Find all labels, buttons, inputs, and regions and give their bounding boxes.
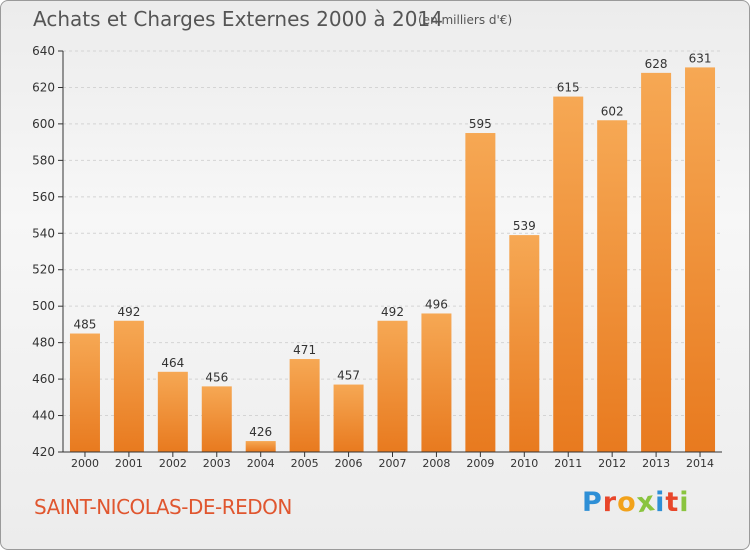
bar[interactable] — [113, 320, 144, 452]
x-tick-label: 2007 — [379, 457, 407, 470]
bar-layer: 485 492 464 456 426 471 457 492 496 595 539 615 602 6… — [69, 51, 716, 453]
y-tick-label: 500 — [32, 299, 55, 313]
bar-value-label: 464 — [161, 356, 184, 370]
y-tick-label: 580 — [32, 153, 55, 167]
bar[interactable] — [685, 67, 716, 453]
bar[interactable] — [465, 133, 496, 453]
y-tick-label: 560 — [32, 190, 55, 204]
x-tick-label: 2012 — [598, 457, 626, 470]
x-tick-label: 2008 — [422, 457, 450, 470]
x-tick-label: 2010 — [510, 457, 538, 470]
town-name: SAINT-NICOLAS-DE-REDON — [34, 495, 292, 519]
x-tick-label: 2003 — [203, 457, 231, 470]
y-tick-label: 540 — [32, 226, 55, 240]
logo-letter: t — [665, 487, 680, 518]
bar[interactable] — [201, 386, 232, 452]
bar[interactable] — [553, 96, 584, 453]
bar-value-label: 631 — [689, 51, 712, 65]
bar[interactable] — [157, 371, 188, 452]
bar-value-label: 602 — [601, 104, 624, 118]
x-tick-label: 2001 — [115, 457, 143, 470]
bar-value-label: 492 — [381, 305, 404, 319]
bar[interactable] — [289, 359, 320, 452]
bar-value-label: 485 — [74, 318, 97, 332]
logo-letter: o — [617, 487, 637, 518]
x-tick-label: 2009 — [466, 457, 494, 470]
y-tick-label: 440 — [32, 409, 55, 423]
unit-note: (en milliers d'€) — [418, 13, 513, 27]
logo-letter: x — [634, 485, 658, 520]
x-tick-label: 2004 — [247, 457, 275, 470]
axis-layer: 420 440 460 480 500 520 540 560 580 600 620 640 2000… — [32, 44, 722, 470]
y-tick-label: 620 — [32, 80, 55, 94]
bar-value-label: 628 — [645, 57, 668, 71]
bar[interactable] — [333, 384, 364, 452]
y-tick-label: 480 — [32, 336, 55, 350]
y-tick-label: 420 — [32, 445, 55, 459]
x-tick-label: 2005 — [291, 457, 319, 470]
bar-value-label: 615 — [557, 81, 580, 95]
x-tick-label: 2006 — [335, 457, 363, 470]
bar[interactable] — [69, 333, 100, 452]
bar-value-label: 426 — [249, 425, 272, 439]
chart-title: Achats et Charges Externes 2000 à 2014 — [33, 7, 443, 31]
bar-value-label: 457 — [337, 369, 360, 383]
bar-value-label: 595 — [469, 117, 492, 131]
logo-letter: r — [602, 487, 618, 518]
bar[interactable] — [245, 441, 276, 452]
bar-value-label: 496 — [425, 297, 448, 311]
bar[interactable] — [509, 235, 540, 452]
bar-value-label: 456 — [205, 370, 228, 384]
bar-value-label: 539 — [513, 219, 536, 233]
x-tick-label: 2002 — [159, 457, 187, 470]
bar-value-label: 492 — [117, 305, 140, 319]
x-tick-label: 2014 — [686, 457, 714, 470]
logo-letter: P — [582, 487, 603, 518]
y-tick-label: 640 — [32, 44, 55, 58]
bar[interactable] — [641, 72, 672, 452]
y-tick-label: 520 — [32, 263, 55, 277]
bar[interactable] — [377, 320, 408, 452]
proxiti-logo[interactable]: Proxiti — [582, 485, 690, 520]
logo-letter: i — [655, 487, 666, 518]
x-tick-label: 2013 — [642, 457, 670, 470]
bar-value-label: 471 — [293, 343, 316, 357]
y-tick-label: 600 — [32, 117, 55, 131]
x-tick-label: 2011 — [554, 457, 582, 470]
y-tick-label: 460 — [32, 372, 55, 386]
bar[interactable] — [597, 120, 628, 452]
x-tick-label: 2000 — [71, 457, 99, 470]
logo-letter: i — [679, 487, 690, 518]
bar[interactable] — [421, 313, 452, 452]
